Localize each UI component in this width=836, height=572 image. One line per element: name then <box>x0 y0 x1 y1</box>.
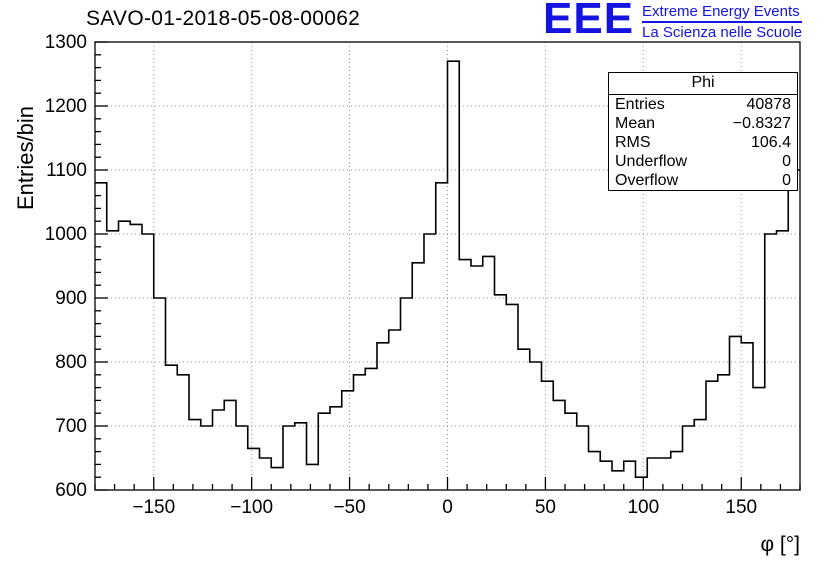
y-tick-label: 1200 <box>45 96 87 117</box>
stats-label: Overflow <box>615 172 679 189</box>
y-tick-label: 900 <box>55 288 87 309</box>
stats-row-entries: Entries 40878 <box>609 95 797 114</box>
x-tick-label: 100 <box>627 497 659 518</box>
stats-row-rms: RMS 106.4 <box>609 133 797 152</box>
y-tick-label: 1000 <box>45 224 87 245</box>
stats-box: Phi Entries 40878 Mean −0.8327 RMS 106.4… <box>608 72 798 191</box>
chart-title: SAVO-01-2018-05-08-00062 <box>86 7 361 30</box>
stats-box-title: Phi <box>609 73 797 95</box>
eee-logo-line2: La Scienza nelle Scuole <box>642 24 803 41</box>
y-tick-label: 600 <box>55 480 87 501</box>
eee-logo: EEE Extreme Energy Events La Scienza nel… <box>543 0 803 43</box>
x-axis-title: φ [°] <box>760 533 800 556</box>
stats-value: −0.8327 <box>732 115 791 132</box>
x-tick-label: 0 <box>442 497 453 518</box>
stats-value: 40878 <box>746 96 792 113</box>
stats-label: Underflow <box>615 153 688 170</box>
y-tick-labels: 600 700 800 900 1000 1100 1200 1300 <box>45 32 87 501</box>
stats-value: 106.4 <box>750 134 791 151</box>
stats-label: RMS <box>615 134 651 151</box>
eee-logo-letters: EEE <box>543 0 635 43</box>
stats-row-underflow: Underflow 0 <box>609 152 797 171</box>
stats-label: Entries <box>615 96 665 113</box>
x-tick-label: −50 <box>333 497 365 518</box>
stats-row-overflow: Overflow 0 <box>609 171 797 190</box>
y-axis-title: Entries/bin <box>13 106 38 210</box>
x-tick-label: −100 <box>230 497 273 518</box>
y-tick-label: 1300 <box>45 32 87 53</box>
stats-value: 0 <box>782 172 791 189</box>
stats-row-mean: Mean −0.8327 <box>609 114 797 133</box>
y-tick-label: 700 <box>55 416 87 437</box>
y-tick-label: 800 <box>55 352 87 373</box>
eee-logo-line1: Extreme Energy Events <box>642 3 803 23</box>
stats-value: 0 <box>782 153 791 170</box>
x-tick-labels: −150 −100 −50 0 50 100 150 <box>132 497 757 518</box>
eee-logo-text: Extreme Energy Events La Scienza nelle S… <box>642 0 803 41</box>
x-tick-label: 150 <box>725 497 757 518</box>
y-tick-label: 1100 <box>46 160 87 181</box>
histogram-step-line <box>95 60 800 478</box>
x-tick-label: −150 <box>132 497 175 518</box>
x-tick-label: 50 <box>535 497 556 518</box>
axis-ticks <box>94 41 801 491</box>
stats-label: Mean <box>615 115 656 132</box>
